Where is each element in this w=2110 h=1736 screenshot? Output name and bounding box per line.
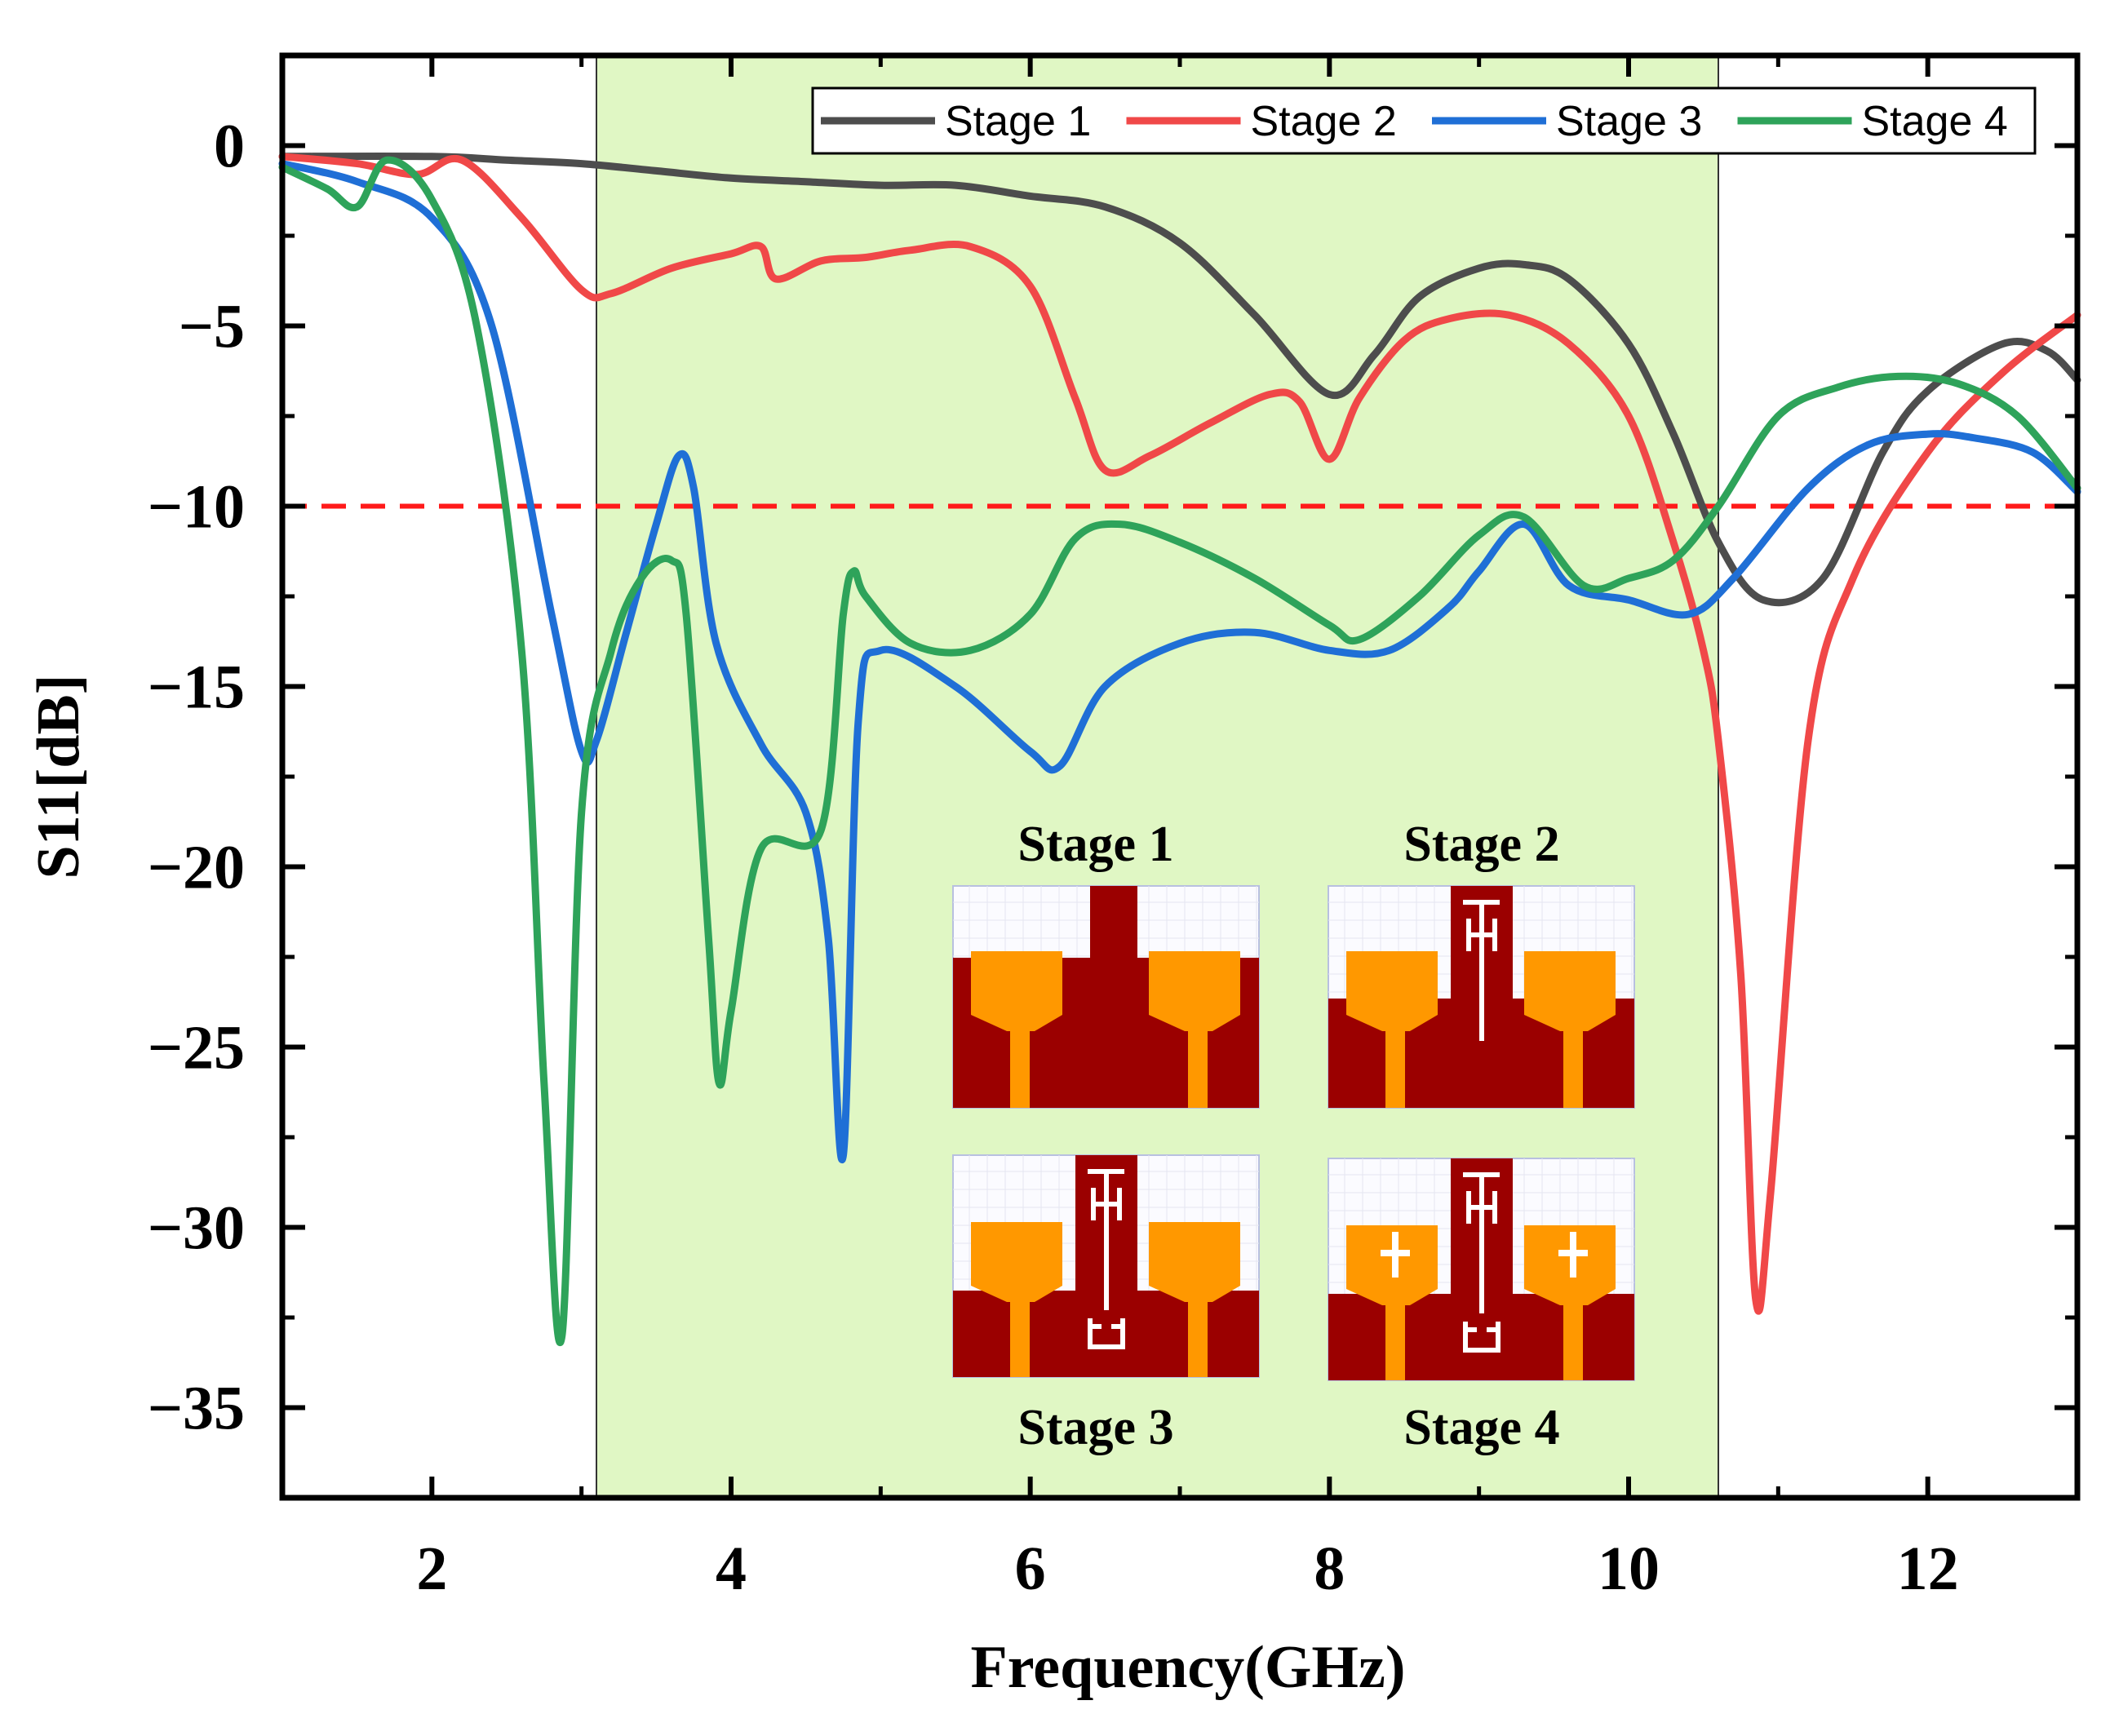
y-axis-label: S11[dB] [25, 675, 92, 879]
stage-3-inset-label: Stage 3 [1017, 1400, 1173, 1455]
resonator-slot [1088, 1169, 1124, 1310]
stage-2-inset [1328, 885, 1635, 1109]
microstrip-feed [1563, 1023, 1583, 1108]
y-tick-label: −25 [148, 1014, 245, 1083]
microstrip-feed [1563, 1297, 1583, 1380]
radiating-patch [1346, 951, 1438, 1015]
x-tick-label: 8 [1314, 1534, 1345, 1603]
series-line-stage-1 [278, 152, 2081, 607]
y-tick-label: −10 [148, 473, 245, 542]
axes: 2 4 6 8 10 12 0 −5 −10 −15 −20 −25 −30 −35 [148, 52, 2081, 1603]
feed-strip [1090, 886, 1137, 1108]
x-tick-label: 6 [1015, 1534, 1046, 1603]
microstrip-feed [1385, 1297, 1405, 1380]
series-line-stage-4 [278, 156, 2081, 1347]
antenna-stage-insets: Stage 1 Stage 2 Stage 3 Stage 4 [952, 817, 1635, 1455]
resonator-slot [1463, 900, 1500, 1041]
stage-3-inset [952, 1154, 1260, 1378]
bottom-slot [1463, 1322, 1500, 1353]
legend-label: Stage 2 [1251, 98, 1397, 145]
radiating-patch [971, 1222, 1062, 1286]
radiating-patch [1149, 1222, 1240, 1286]
patch-slot [1381, 1250, 1410, 1256]
x-tick-label: 12 [1897, 1534, 1959, 1603]
y-tick-label: −30 [148, 1194, 245, 1263]
microstrip-feed [1385, 1023, 1405, 1108]
y-tick-label: 0 [214, 113, 245, 181]
radiating-patch [971, 951, 1062, 1015]
series-line-stage-2 [278, 153, 2081, 1315]
x-tick-label: 4 [716, 1534, 747, 1603]
stage-1-inset-label: Stage 1 [1017, 817, 1173, 872]
stage-4-inset-label: Stage 4 [1403, 1400, 1559, 1455]
bottom-slot [1088, 1318, 1125, 1349]
y-tick-label: −5 [179, 293, 245, 361]
series-layer [278, 152, 2081, 1347]
x-tick-label: 10 [1598, 1534, 1660, 1603]
resonator-slot [1463, 1172, 1500, 1313]
legend-label: Stage 4 [1862, 98, 2008, 145]
y-tick-label: −20 [148, 834, 245, 902]
y-tick-label: −35 [148, 1375, 245, 1443]
legend: Stage 1 Stage 2 Stage 3 Stage 4 [811, 86, 2037, 155]
series-line-stage-3 [278, 160, 2081, 1163]
radiating-patch [1524, 951, 1616, 1015]
microstrip-feed [1188, 1294, 1208, 1377]
y-tick-label: −15 [148, 653, 245, 722]
microstrip-feed [1010, 1023, 1030, 1108]
stage-4-inset [1328, 1158, 1635, 1381]
x-tick-label: 2 [416, 1534, 447, 1603]
legend-label: Stage 3 [1556, 98, 1702, 145]
microstrip-feed [1188, 1023, 1208, 1108]
legend-label: Stage 1 [945, 98, 1091, 145]
patch-slot [1558, 1250, 1588, 1256]
stage-2-inset-label: Stage 2 [1403, 817, 1559, 872]
x-axis-label: Frequency(GHz) [971, 1634, 1406, 1701]
microstrip-feed [1010, 1294, 1030, 1377]
radiating-patch [1149, 951, 1240, 1015]
stage-1-inset [952, 885, 1260, 1109]
